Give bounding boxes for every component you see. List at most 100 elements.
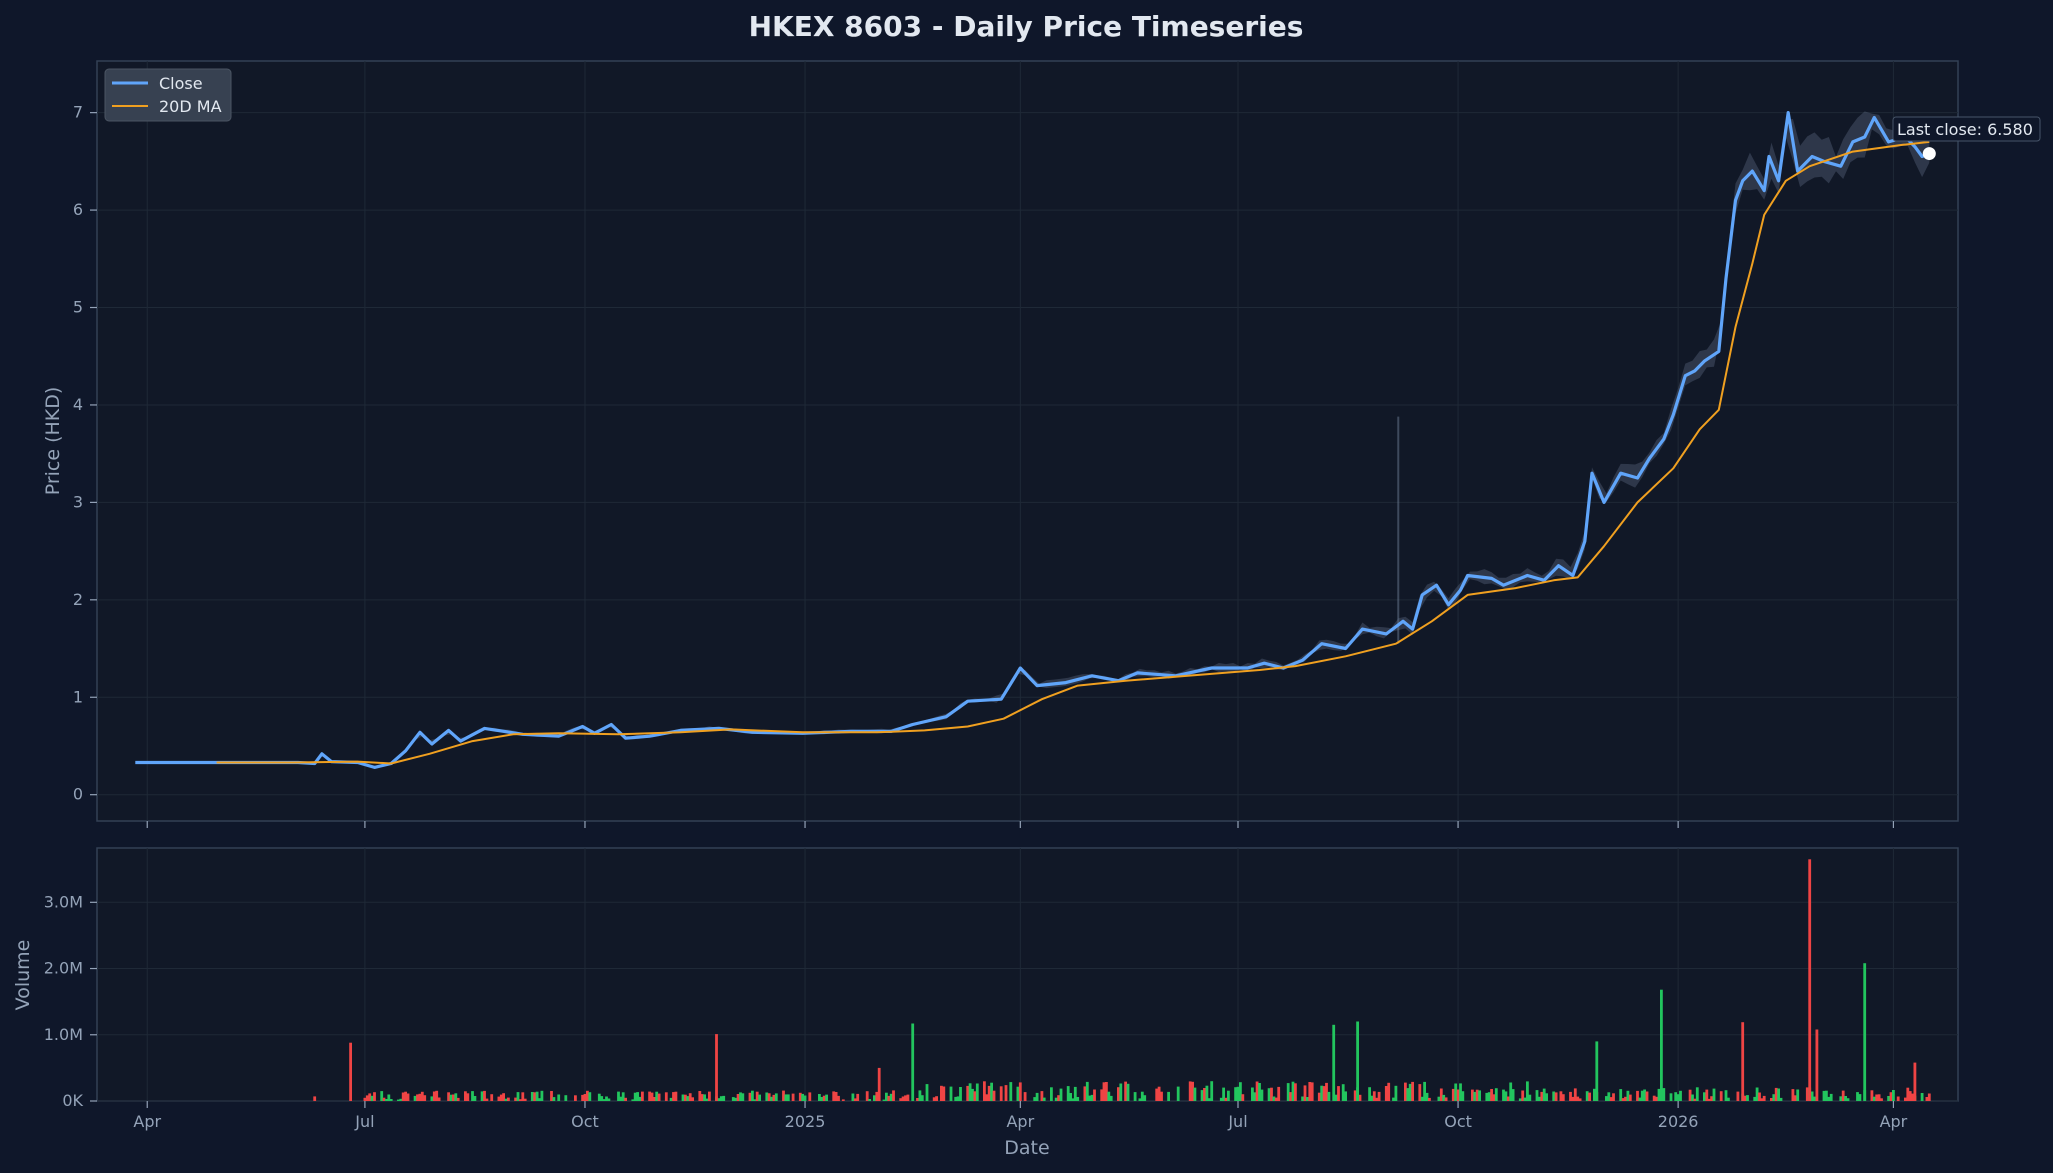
volume-bar [1291,1081,1295,1101]
volume-bar [373,1092,376,1101]
volume-bar [1035,1092,1039,1101]
volume-bar [516,1092,520,1101]
volume-bar [1595,1041,1599,1101]
volume-bar [906,1094,910,1101]
volume-bar [1679,1090,1682,1101]
volume-bar [1069,1093,1072,1101]
volume-y-axis-label: Volume [12,940,34,1011]
legend-label-ma: 20D MA [159,97,222,116]
volume-bar [672,1092,675,1101]
volume-bar [1253,1092,1257,1101]
volume-bar [1042,1097,1046,1101]
volume-bar [1540,1091,1544,1101]
volume-bar [464,1091,467,1101]
volume-bar [1693,1098,1697,1101]
volume-bar [1219,1097,1223,1101]
volume-bar [370,1095,374,1101]
price-y-tick-label: 0 [73,785,83,804]
volume-bar [901,1096,905,1101]
volume-bar [841,1099,845,1101]
volume-bar [1073,1086,1077,1101]
volume-bar [1428,1097,1431,1101]
volume-bar [1102,1082,1106,1101]
price-high-low-band [364,111,1930,768]
volume-y-tick-label: 0K [62,1091,83,1110]
volume-bar [1303,1085,1307,1101]
volume-bar [641,1091,644,1101]
volume-bar [1707,1098,1711,1101]
volume-bar [1777,1088,1780,1101]
volume-bar [1083,1086,1087,1101]
volume-bar [1521,1090,1525,1101]
volume-bar [940,1085,943,1101]
volume-bar [1126,1083,1130,1101]
volume-bar [932,1097,936,1101]
volume-bar [1325,1082,1328,1101]
volume-bar [1138,1098,1142,1101]
volume-bar [1384,1086,1388,1101]
volume-bar [1251,1087,1254,1101]
last-close-annotation-box [1892,116,2041,142]
volume-bar [454,1093,458,1101]
volume-bar [703,1094,706,1101]
volume-bar [851,1093,855,1101]
volume-bar [1322,1086,1326,1101]
volume-bar [1863,963,1867,1101]
volume-bar [1054,1097,1058,1101]
volume-bar [1093,1089,1096,1101]
volume-bar [1561,1094,1565,1101]
volume-bar [389,1099,393,1101]
volume-bar [535,1091,539,1101]
volume-bar [1621,1098,1625,1101]
volume-bar [648,1091,651,1101]
volume-bar [652,1097,656,1101]
volume-bar [1770,1098,1773,1101]
volume-bar [1066,1086,1070,1101]
volume-bar [1341,1084,1345,1101]
volume-bar [502,1093,505,1101]
volume-bar [1904,1097,1907,1101]
volume-bar [499,1094,503,1101]
volume-bar [885,1092,888,1101]
volume-bar [688,1093,692,1101]
x-tick-label: Apr [1880,1112,1908,1131]
volume-bar [1133,1092,1137,1101]
volume-bar [1387,1082,1391,1101]
volume-bar [1033,1097,1037,1101]
volume-bar [1552,1091,1556,1101]
volume-bar [1542,1088,1546,1101]
volume-bar [818,1094,821,1101]
volume-bar [447,1092,450,1101]
volume-bar [1009,1082,1013,1101]
volume-bar [916,1098,919,1101]
volume-bar [1456,1089,1460,1101]
volume-bar [1911,1093,1914,1101]
volume-bar [1071,1098,1075,1101]
volume-bar [820,1097,824,1101]
volume-bar [1571,1096,1575,1101]
volume-bar [741,1093,745,1101]
volume-bar [705,1098,709,1101]
volume-bar [1695,1087,1699,1101]
volume-bar [700,1094,704,1101]
volume-bar [1306,1097,1309,1101]
volume-bar [1822,1090,1826,1101]
volume-bar [1105,1082,1108,1101]
volume-bar [882,1099,886,1101]
volume-bar [1057,1095,1060,1101]
volume-bar [588,1092,592,1101]
volume-bar [1724,1090,1728,1101]
volume-bar [399,1098,403,1101]
volume-bar [1117,1087,1120,1101]
volume-bar [1310,1082,1314,1101]
volume-bar [437,1097,441,1101]
price-y-tick-label: 2 [73,590,83,609]
volume-bar [387,1094,391,1101]
volume-bar [1392,1097,1395,1101]
volume-bar [507,1097,510,1101]
volume-bar [1825,1090,1828,1101]
legend-label-close: Close [159,74,203,93]
volume-bar [753,1099,757,1101]
volume-bar [822,1095,826,1101]
volume-bar [825,1094,828,1101]
